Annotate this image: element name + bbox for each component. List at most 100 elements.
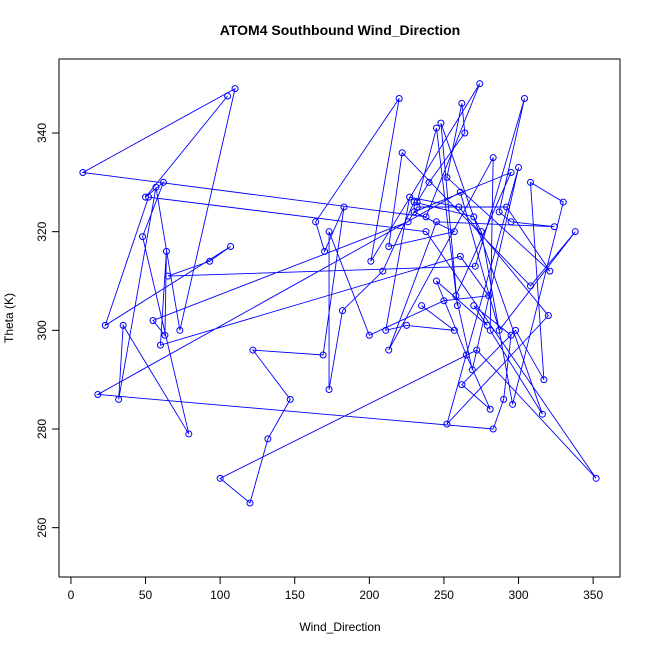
data-point [325, 386, 333, 394]
data-point [94, 390, 102, 398]
data-point [264, 435, 272, 443]
data-point [450, 326, 458, 334]
data-point [101, 321, 109, 329]
data-point [489, 154, 497, 162]
x-tick-label: 300 [509, 588, 529, 602]
data-point [462, 351, 470, 359]
data-point [152, 183, 160, 191]
y-tick-label: 340 [35, 123, 49, 143]
data-point [470, 302, 478, 310]
data-point [476, 80, 484, 88]
data-point [149, 316, 157, 324]
data-point [156, 341, 164, 349]
data-point [321, 247, 329, 255]
data-point [471, 262, 479, 270]
data-point [507, 218, 515, 226]
data-point [395, 94, 403, 102]
data-point [224, 92, 232, 100]
data-point [546, 267, 554, 275]
data-point [486, 405, 494, 413]
data-point [159, 178, 167, 186]
data-point [458, 99, 466, 107]
y-tick-label: 280 [35, 419, 49, 439]
data-point [512, 326, 520, 334]
x-tick-label: 100 [210, 588, 230, 602]
data-point [461, 129, 469, 137]
data-point [432, 277, 440, 285]
data-point [145, 193, 153, 201]
data-point [79, 168, 87, 176]
x-axis-label: Wind_Direction [299, 620, 380, 634]
y-tick-label: 320 [35, 221, 49, 241]
data-point [559, 198, 567, 206]
data-point [452, 292, 460, 300]
data-point [495, 326, 503, 334]
data-point [483, 321, 491, 329]
data-point [410, 198, 418, 206]
data-point [139, 233, 147, 241]
data-point [312, 218, 320, 226]
data-point [338, 307, 346, 315]
y-tick-label: 260 [35, 517, 49, 537]
series-layer [79, 80, 600, 507]
data-point [340, 203, 348, 211]
data-point [473, 346, 481, 354]
x-tick-label: 250 [434, 588, 454, 602]
data-point [164, 272, 172, 280]
data-point [495, 208, 503, 216]
data-point [413, 203, 421, 211]
data-point [406, 193, 414, 201]
data-point [507, 331, 515, 339]
data-point [526, 178, 534, 186]
data-point [443, 420, 451, 428]
x-tick-label: 50 [139, 588, 153, 602]
data-point [206, 257, 214, 265]
data-point [382, 326, 390, 334]
data-point [161, 331, 169, 339]
data-point [470, 213, 478, 221]
x-tick-label: 350 [583, 588, 603, 602]
data-point [455, 203, 463, 211]
data-point [115, 395, 123, 403]
y-tick-label: 300 [35, 320, 49, 340]
data-point [422, 213, 430, 221]
data-point [440, 297, 448, 305]
chart-title: ATOM4 Southbound Wind_Direction [220, 22, 460, 38]
data-point [379, 267, 387, 275]
data-point [550, 223, 558, 231]
x-axis: 0 50 100 150 200 250 300 350 [68, 576, 603, 602]
data-point [249, 346, 257, 354]
data-point [526, 282, 534, 290]
data-point [142, 193, 150, 201]
data-point [418, 302, 426, 310]
data-point [540, 376, 548, 384]
x-tick-label: 150 [285, 588, 305, 602]
data-point [453, 302, 461, 310]
data-point [404, 218, 412, 226]
data-point [507, 168, 515, 176]
data-point [162, 247, 170, 255]
x-tick-label: 200 [359, 588, 379, 602]
data-point [485, 292, 493, 300]
data-point [425, 178, 433, 186]
data-point [521, 94, 529, 102]
data-point [385, 242, 393, 250]
data-point [398, 149, 406, 157]
data-point [413, 198, 421, 206]
data-point [443, 173, 451, 181]
data-point [422, 228, 430, 236]
data-point [592, 474, 600, 482]
data-point [365, 331, 373, 339]
data-point [367, 257, 375, 265]
data-point [286, 395, 294, 403]
data-point [227, 242, 235, 250]
data-point [500, 395, 508, 403]
data-point [246, 499, 254, 507]
data-point [571, 228, 579, 236]
data-point [216, 474, 224, 482]
data-point [458, 381, 466, 389]
y-axis-label: Theta (K) [2, 293, 16, 343]
data-point [403, 321, 411, 329]
data-point [176, 326, 184, 334]
